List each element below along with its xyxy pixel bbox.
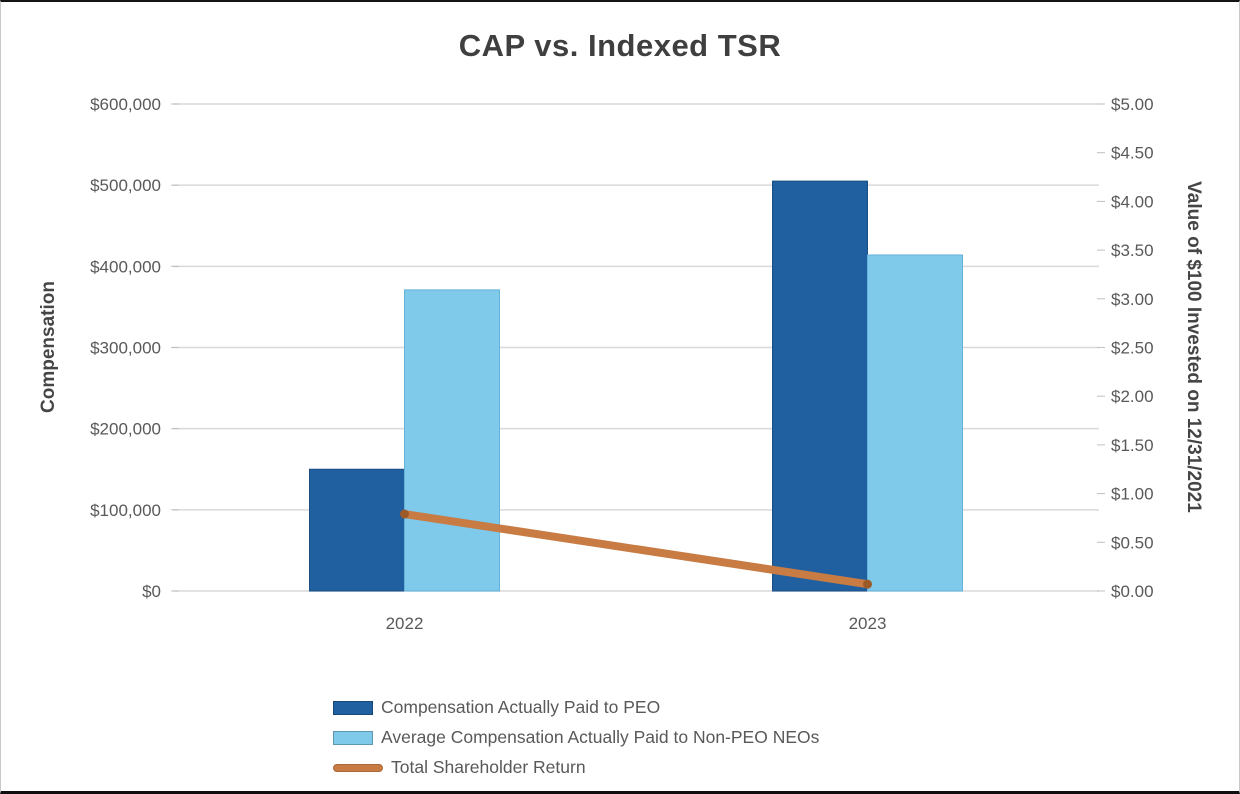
bar-series1-2022 — [404, 289, 500, 592]
right-axis-tick-label: $1.50 — [1111, 436, 1154, 455]
tsr-line-endpoint — [863, 579, 872, 589]
bar-series1-2023 — [867, 254, 963, 592]
legend: Compensation Actually Paid to PEO Averag… — [333, 697, 819, 778]
right-axis-tick-label: $4.00 — [1111, 192, 1154, 211]
right-axis-tick-label: $1.00 — [1111, 485, 1154, 504]
right-axis-tick-label: $5.00 — [1111, 95, 1154, 114]
right-axis-tick-label: $0.50 — [1111, 533, 1154, 552]
left-axis-tick-label: $0 — [142, 582, 161, 601]
right-axis-tick-label: $2.50 — [1111, 339, 1154, 358]
left-axis-tick-label: $100,000 — [90, 501, 161, 520]
right-axis-tick-label: $3.00 — [1111, 290, 1154, 309]
left-axis-tick-label: $400,000 — [90, 257, 161, 276]
right-axis-tick-label: $0.00 — [1111, 582, 1154, 601]
legend-item-nonpeo-cap: Average Compensation Actually Paid to No… — [333, 727, 819, 748]
legend-item-tsr: Total Shareholder Return — [333, 757, 819, 778]
bar-series0-2023 — [772, 180, 868, 592]
legend-label-peo-cap: Compensation Actually Paid to PEO — [381, 697, 661, 717]
left-axis-tick-label: $300,000 — [90, 339, 161, 358]
tsr-line-endpoint — [400, 509, 409, 519]
left-axis-tick-label: $500,000 — [90, 176, 161, 195]
right-axis-tick-label: $3.50 — [1111, 241, 1154, 260]
left-axis-tick-label: $600,000 — [90, 95, 161, 114]
tsr-line — [400, 510, 872, 589]
legend-swatch-peo-cap — [333, 700, 373, 715]
legend-swatch-tsr-line — [333, 763, 383, 772]
legend-label-nonpeo-cap: Average Compensation Actually Paid to No… — [381, 727, 820, 747]
right-axis-tick-label: $4.50 — [1111, 144, 1154, 163]
x-axis-category-label: 2023 — [849, 614, 887, 633]
chart-title: CAP vs. Indexed TSR — [458, 28, 782, 63]
right-axis-tick-label: $2.00 — [1111, 387, 1154, 406]
bar-series0-2022 — [309, 468, 405, 592]
legend-label-tsr: Total Shareholder Return — [391, 757, 586, 777]
legend-swatch-nonpeo-cap — [333, 730, 373, 745]
left-axis-tick-label: $200,000 — [90, 420, 161, 439]
legend-item-peo-cap: Compensation Actually Paid to PEO — [333, 697, 819, 718]
x-axis-category-label: 2022 — [386, 614, 424, 633]
